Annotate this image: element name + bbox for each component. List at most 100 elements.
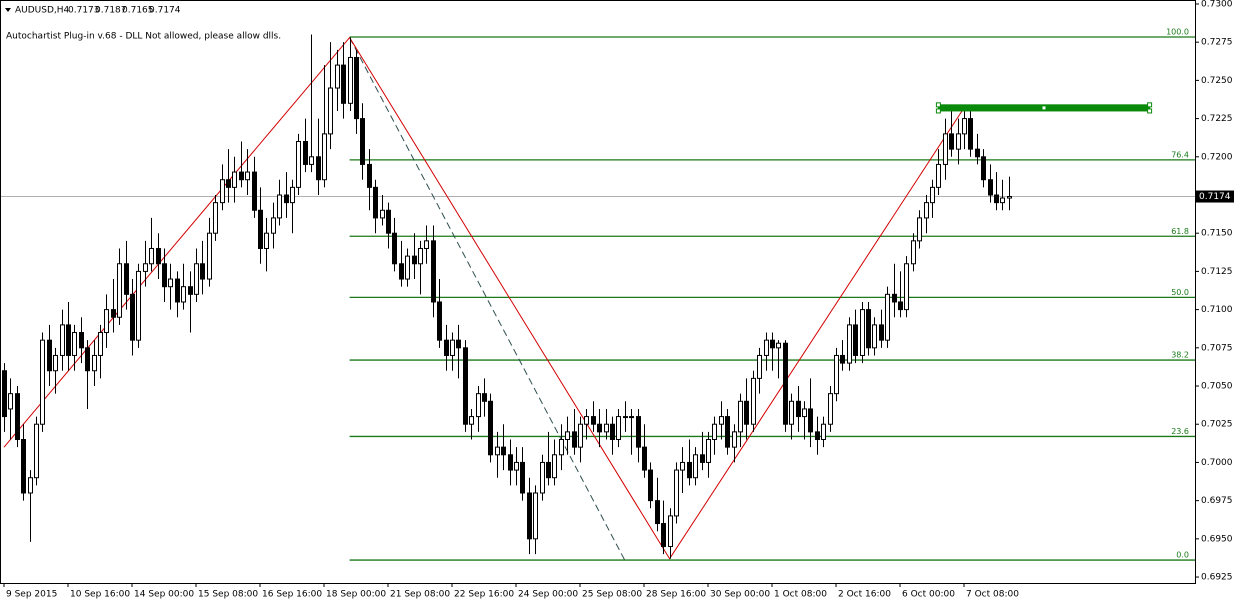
candle-body-bull <box>629 416 634 419</box>
last-price-label: 0.7174 <box>1199 192 1231 202</box>
candle-body-bear <box>687 461 692 479</box>
x-tick-label: 16 Sep 16:00 <box>262 590 322 600</box>
candle-body-bull <box>232 171 237 188</box>
fib-level-label: 76.4 <box>1171 150 1189 159</box>
x-tick-label: 9 Sep 2015 <box>6 590 57 600</box>
candle-body-bull <box>604 423 609 433</box>
candle-body-bull <box>559 439 564 456</box>
candle-body-bear <box>130 293 135 341</box>
candle-body-bull <box>540 461 545 494</box>
x-tick-label: 2 Oct 16:00 <box>838 590 891 600</box>
candle-body-bear <box>655 500 660 525</box>
candle-body-bull <box>514 461 519 471</box>
header-low: 0.7165 <box>122 6 154 16</box>
candle-body-bear <box>392 232 397 265</box>
fib-level-label: 23.6 <box>1171 427 1189 436</box>
candle-body-bear <box>47 339 52 372</box>
candle-body-bull <box>495 446 500 456</box>
candle-body-bull <box>956 133 961 150</box>
candle-body-bull <box>872 324 877 349</box>
candle-body-bull <box>776 342 781 349</box>
candle-body-bear <box>981 156 986 181</box>
candle-body-bear <box>488 400 493 456</box>
zone-handle <box>1041 105 1047 111</box>
candle-body-bear <box>15 393 20 441</box>
candle-body-bear <box>866 309 871 349</box>
candle-body-bull <box>8 393 13 410</box>
candle-body-bull <box>296 141 301 188</box>
candle-body-bull <box>136 270 141 341</box>
candle-body-bear <box>2 370 7 418</box>
candle-body-bull <box>732 431 737 448</box>
candle-body-bull <box>552 454 557 479</box>
candle-body-bull <box>213 202 218 234</box>
candle-body-bear <box>988 179 993 196</box>
candle-body-bull <box>28 477 33 494</box>
candle-body-bull <box>245 171 250 181</box>
candle-body-bear <box>949 133 954 150</box>
candle-body-bull <box>623 416 628 419</box>
x-tick-label: 25 Sep 08:00 <box>582 590 642 600</box>
candle-body-bear <box>501 446 506 456</box>
y-tick-label: 0.7300 <box>1201 0 1233 9</box>
x-tick-label: 24 Sep 00:00 <box>518 590 578 600</box>
candle-body-bull <box>712 423 717 441</box>
candle-body-bear <box>975 148 980 158</box>
candle-body-bear <box>892 293 897 303</box>
candle-body-bear <box>463 347 468 425</box>
candle-body-bear <box>520 461 525 494</box>
y-tick-label: 0.6975 <box>1201 496 1233 506</box>
candle-body-bear <box>258 209 263 249</box>
candle-body-bear <box>879 324 884 341</box>
candles <box>2 34 1012 559</box>
y-tick-label: 0.7250 <box>1201 76 1233 86</box>
candle-body-bull <box>207 232 212 280</box>
fib-level-label: 100.0 <box>1166 27 1189 36</box>
candle-body-bear <box>898 301 903 311</box>
candle-body-bear <box>642 446 647 471</box>
candle-body-bear <box>360 118 365 165</box>
candle-body-bear <box>66 324 71 356</box>
candle-body-bear <box>85 347 90 372</box>
x-tick-label: 22 Sep 16:00 <box>454 590 514 600</box>
zone-handle <box>1147 102 1153 108</box>
plot-area: 100.0 76.4 61.8 50.0 38.2 23.6 0.0 <box>0 27 1195 561</box>
candle-body-bear <box>303 141 308 165</box>
symbol-menu-icon <box>5 8 11 12</box>
y-tick-label: 0.7000 <box>1201 458 1233 468</box>
candle-body-bear <box>610 423 615 441</box>
candle-body-bull <box>34 423 39 479</box>
candle-body-bull <box>764 339 769 356</box>
candle-body-bull <box>911 240 916 265</box>
candle-body-bear <box>354 56 359 120</box>
candle-body-bear <box>725 416 730 448</box>
candle-body-bear <box>239 171 244 181</box>
candle-body-bull <box>418 247 423 265</box>
candle-body-bear <box>188 286 193 295</box>
candle-body-bear <box>636 416 641 448</box>
candle-body-bear <box>527 492 532 540</box>
candle-body-bull <box>584 416 589 425</box>
candle-body-bull <box>943 133 948 165</box>
candle-body-bear <box>316 156 321 181</box>
candle-body-bear <box>79 332 84 349</box>
candle-body-bull <box>789 400 794 425</box>
candle-body-bear <box>591 416 596 425</box>
candle-body-bull <box>424 240 429 249</box>
candle-body-bull <box>751 377 756 425</box>
candle-body-bull <box>1007 196 1012 199</box>
x-tick-label: 14 Sep 00:00 <box>134 590 194 600</box>
zone-handle <box>935 102 941 108</box>
symbol-title: AUDUSD,H4 <box>15 6 70 16</box>
candle-body-bear <box>796 400 801 418</box>
fib-level-label: 50.0 <box>1171 288 1189 297</box>
candle-body-bull <box>264 232 269 249</box>
candle-body-bull <box>72 332 77 356</box>
fib-level-label: 61.8 <box>1171 227 1189 236</box>
candle-body-bear <box>252 171 257 211</box>
plugin-message: Autochartist Plug-in v.68 - DLL Not allo… <box>6 32 281 42</box>
candle-body-bull <box>706 439 711 463</box>
x-tick-label: 7 Oct 08:00 <box>966 590 1019 600</box>
